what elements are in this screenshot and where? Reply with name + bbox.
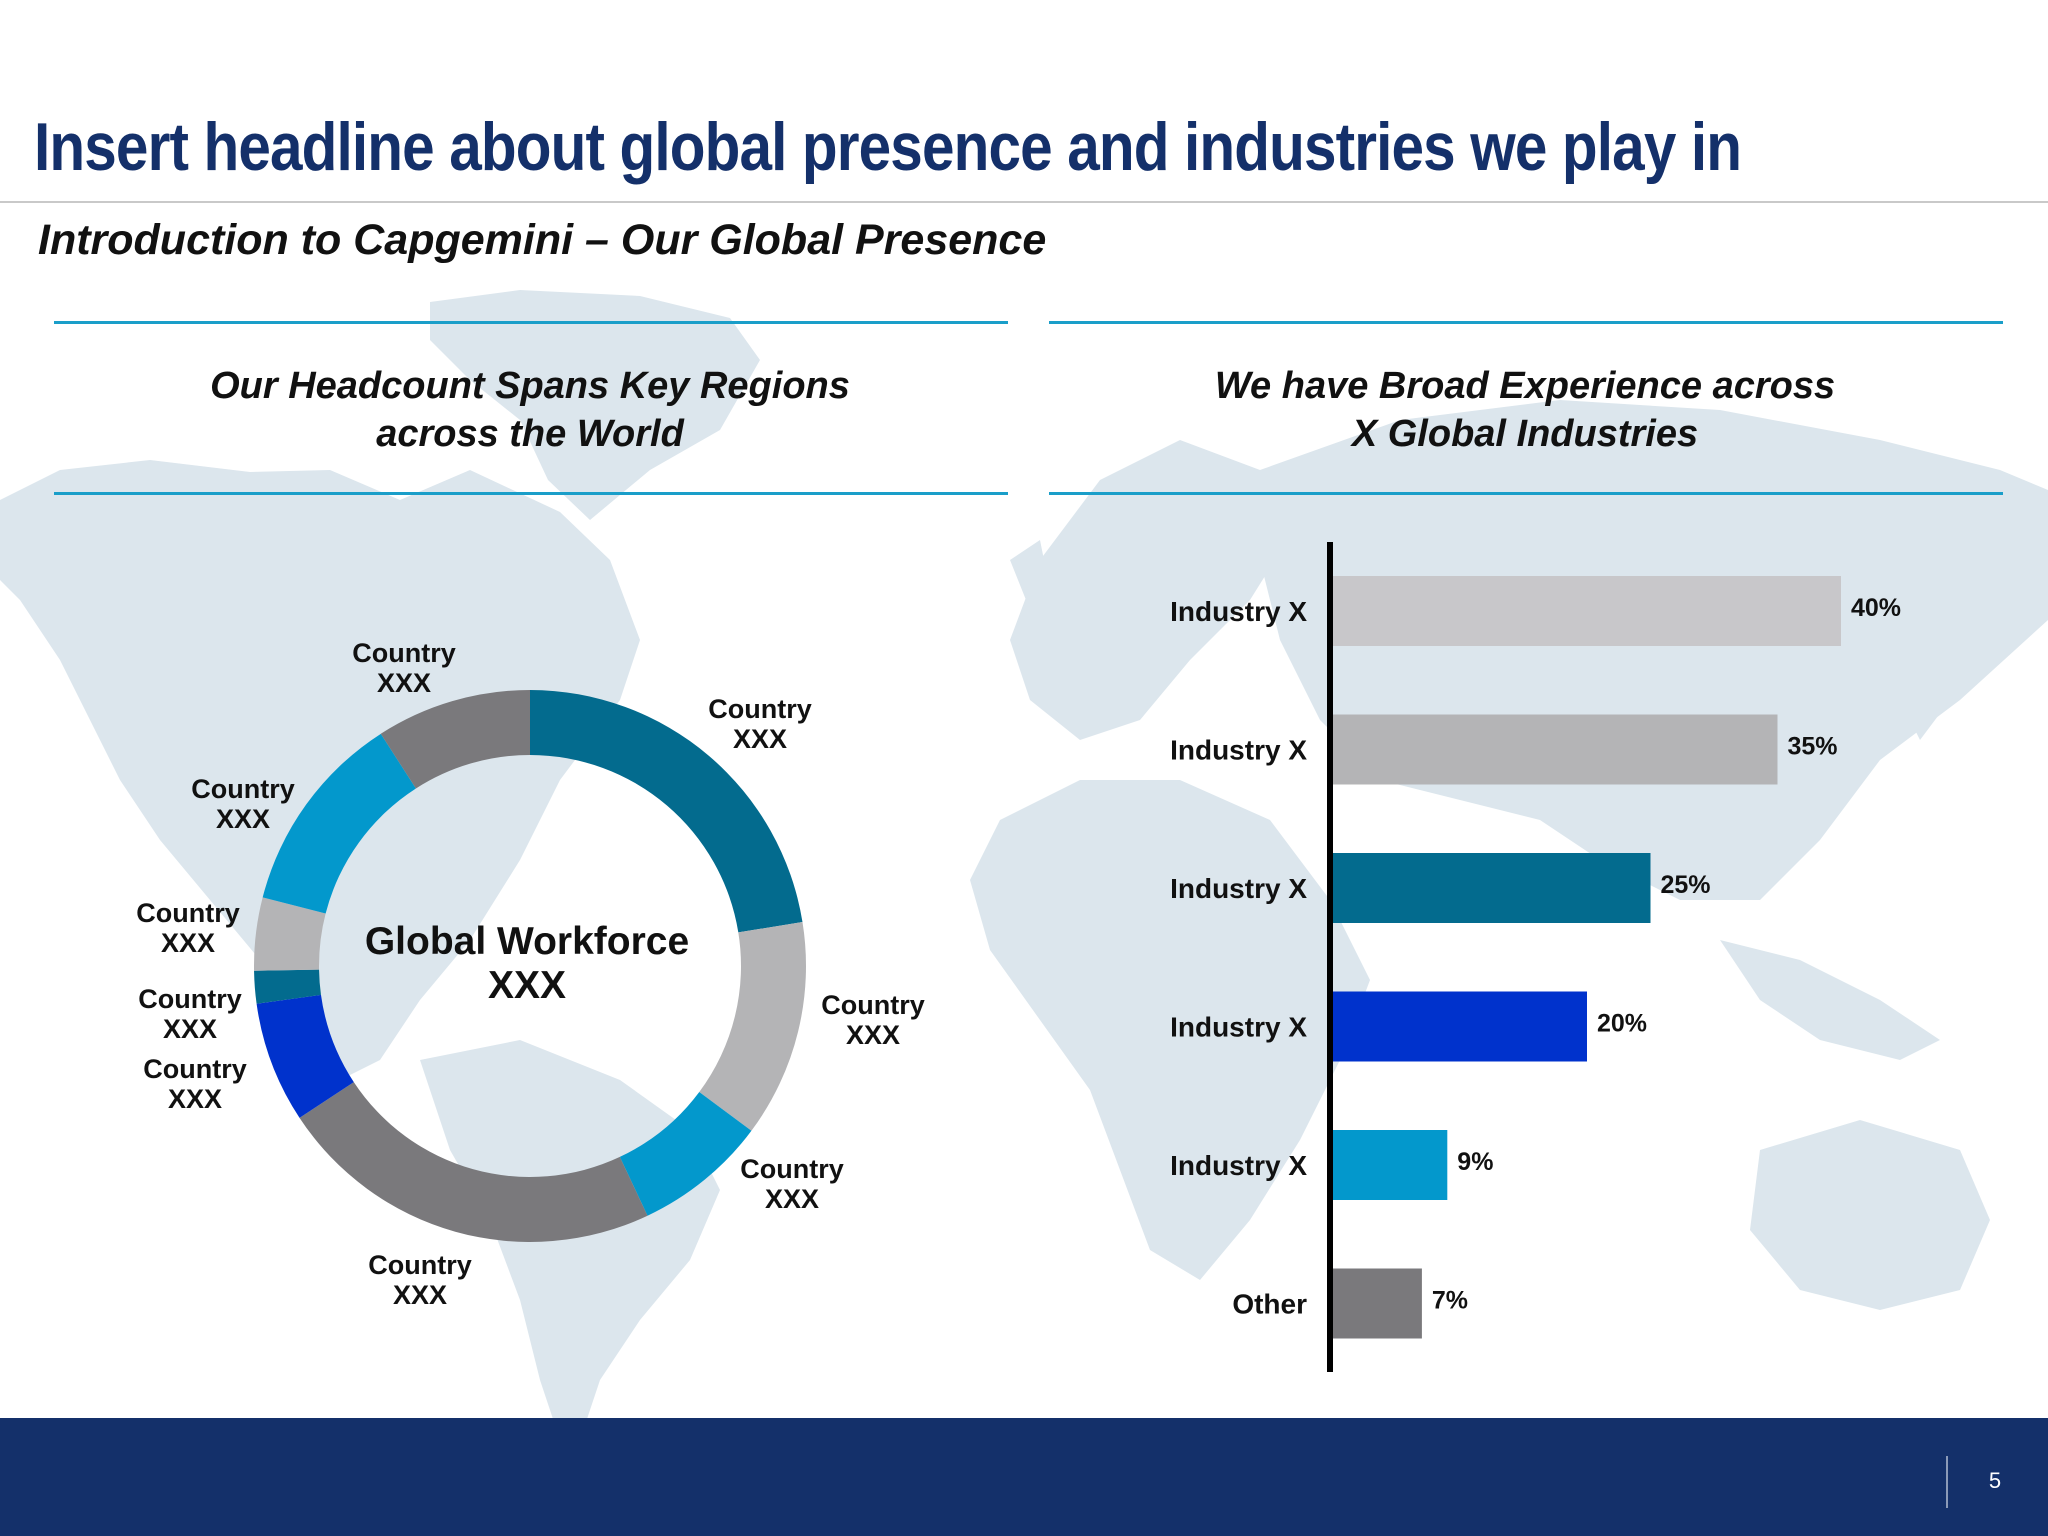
bar-category-label-1: Industry X bbox=[1170, 596, 1307, 627]
bar-category-label-2: Industry X bbox=[1170, 735, 1307, 766]
slide-headline: Insert headline about global presence an… bbox=[34, 109, 1742, 185]
donut-slice-6 bbox=[254, 969, 321, 1004]
donut-slice-label-8-line2: XXX bbox=[215, 804, 271, 834]
left-panel-title: Our Headcount Spans Key Regions across t… bbox=[54, 362, 1006, 458]
donut-slice-5 bbox=[256, 994, 354, 1118]
donut-slice-label-4-line1: Country bbox=[368, 1250, 472, 1280]
left-panel-bottom-rule bbox=[54, 492, 1008, 495]
footer-divider bbox=[1946, 1456, 1948, 1508]
bar-value-label-2: 35% bbox=[1788, 733, 1838, 761]
donut-slice-label-9-line1: Country bbox=[352, 638, 456, 668]
donut-slice-label-9: Country XXX bbox=[329, 638, 479, 698]
donut-slice-2 bbox=[699, 922, 806, 1131]
donut-slice-label-5-line2: XXX bbox=[167, 1084, 223, 1114]
bar-value-label-1: 40% bbox=[1851, 594, 1901, 622]
bar-category-label-6: Other bbox=[1232, 1289, 1307, 1320]
bar-3 bbox=[1333, 853, 1651, 923]
map-africa bbox=[970, 780, 1370, 1280]
map-europe bbox=[1010, 440, 1300, 740]
right-panel-bottom-rule bbox=[1049, 492, 2003, 495]
bar-value-label-3: 25% bbox=[1661, 871, 1711, 899]
donut-slice-label-8-line1: Country bbox=[191, 774, 295, 804]
donut-slice-label-4-line2: XXX bbox=[392, 1280, 448, 1310]
donut-slice-label-4: Country XXX bbox=[345, 1250, 495, 1310]
map-uk bbox=[1010, 540, 1050, 610]
bar-group: Industry X 40% Industry X 35% Industry X 25% I… bbox=[1170, 576, 1901, 1339]
donut-slice-label-7-line2: XXX bbox=[160, 928, 216, 958]
donut-slice-label-7: Country XXX bbox=[113, 898, 263, 958]
donut-slice-label-3-line1: Country bbox=[740, 1154, 844, 1184]
right-panel-title-line1: We have Broad Experience across bbox=[1214, 365, 1836, 407]
map-southeast-asia bbox=[1720, 940, 1940, 1060]
donut-slice-label-3-line2: XXX bbox=[764, 1184, 820, 1214]
bar-category-label-4: Industry X bbox=[1170, 1012, 1307, 1043]
bar-value-label-5: 9% bbox=[1457, 1148, 1493, 1176]
donut-slice-label-9-line2: XXX bbox=[376, 668, 432, 698]
donut-slice-label-2-line1: Country bbox=[821, 990, 925, 1020]
bar-4 bbox=[1333, 991, 1587, 1062]
donut-slice-7 bbox=[254, 897, 326, 971]
donut-slice-label-1-line2: XXX bbox=[732, 724, 788, 754]
donut-slice-label-2: Country XXX bbox=[798, 990, 948, 1050]
map-north-america bbox=[0, 460, 640, 1080]
left-panel-title-line1: Our Headcount Spans Key Regions bbox=[210, 365, 850, 407]
donut-slice-label-3: Country XXX bbox=[717, 1154, 867, 1214]
left-panel-top-rule bbox=[54, 321, 1008, 324]
bar-value-label-6: 7% bbox=[1432, 1287, 1468, 1315]
map-japan bbox=[1900, 620, 1950, 740]
left-panel-title-line2: across the World bbox=[376, 413, 684, 455]
slide-subtitle: Introduction to Capgemini – Our Global P… bbox=[38, 216, 1047, 264]
donut-slice-label-5: Country XXX bbox=[120, 1054, 270, 1114]
donut-slice-3 bbox=[619, 1091, 752, 1216]
bar-1 bbox=[1333, 576, 1841, 646]
donut-center-title: Global Workforce bbox=[364, 920, 690, 963]
page-number: 5 bbox=[1988, 1468, 2002, 1493]
donut-slices bbox=[254, 690, 806, 1242]
bar-category-label-5: Industry X bbox=[1170, 1150, 1307, 1181]
right-panel-title-line2: X Global Industries bbox=[1351, 413, 1699, 455]
bar-2 bbox=[1333, 714, 1778, 785]
bar-category-label-3: Industry X bbox=[1170, 873, 1307, 904]
bar-5 bbox=[1333, 1130, 1448, 1200]
donut-slice-4 bbox=[299, 1082, 648, 1242]
map-australia bbox=[1750, 1120, 1990, 1310]
map-greenland bbox=[430, 290, 760, 520]
donut-slice-9 bbox=[380, 690, 530, 789]
bar-value-label-4: 20% bbox=[1597, 1010, 1647, 1038]
donut-slice-label-5-line1: Country bbox=[143, 1054, 247, 1084]
right-panel-top-rule bbox=[1049, 321, 2003, 324]
donut-slice-label-7-line1: Country bbox=[136, 898, 240, 928]
donut-slice-label-8: Country XXX bbox=[168, 774, 318, 834]
right-panel-title: We have Broad Experience across X Global… bbox=[1049, 362, 2001, 458]
donut-slice-label-6-line1: Country bbox=[138, 984, 242, 1014]
bar-6 bbox=[1333, 1268, 1422, 1339]
donut-slice-label-1: Country XXX bbox=[685, 694, 835, 754]
donut-slice-label-2-line2: XXX bbox=[845, 1020, 901, 1050]
donut-slice-label-6: Country XXX bbox=[115, 984, 265, 1044]
donut-slice-label-6-line2: XXX bbox=[162, 1014, 218, 1044]
headline-divider bbox=[0, 201, 2048, 203]
donut-slice-label-1-line1: Country bbox=[708, 694, 812, 724]
donut-slice-8 bbox=[262, 733, 416, 914]
donut-center-label: Global Workforce XXX bbox=[327, 920, 727, 1008]
donut-center-value: XXX bbox=[487, 964, 567, 1007]
footer-bar bbox=[0, 1418, 2048, 1536]
donut-slice-1 bbox=[530, 690, 803, 933]
